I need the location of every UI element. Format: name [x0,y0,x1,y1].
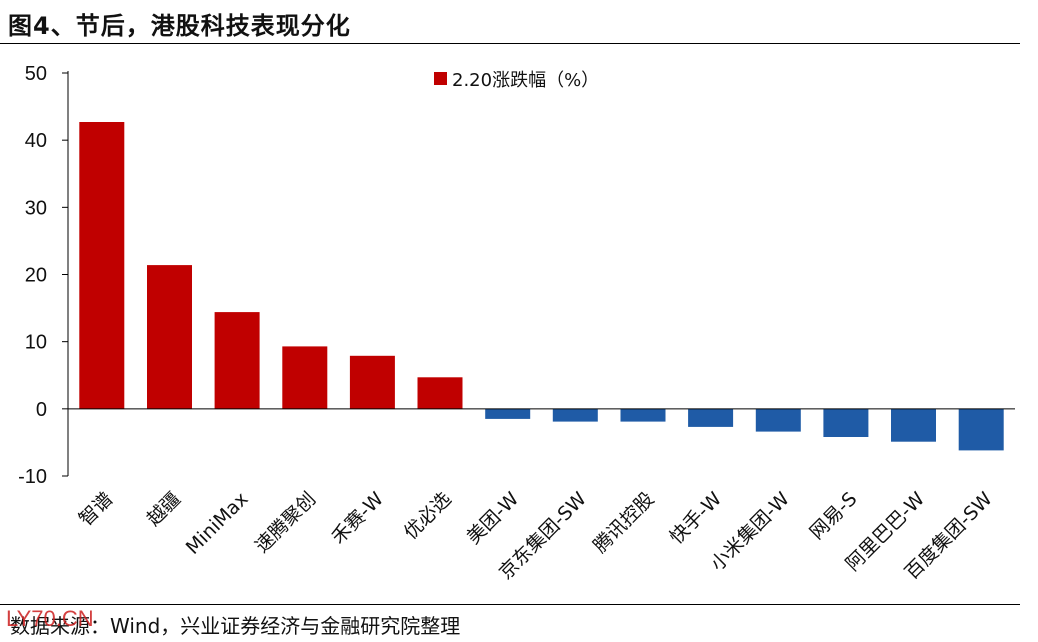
y-tick-label: 30 [25,197,47,219]
category-label: 速腾聚创 [251,488,320,557]
bar-7 [485,408,531,419]
category-label: 腾讯控股 [589,488,658,557]
top-divider [0,43,1020,44]
category-label: 快手-W [666,488,727,549]
y-tick-label: -10 [18,466,47,488]
legend-swatch [434,72,447,85]
category-label: 网易-S [806,488,862,544]
bar-1 [79,122,125,409]
legend: 2.20涨跌幅（%） [434,70,599,91]
y-tick-label: 50 [25,63,47,85]
source-note: 数据来源：Wind，兴业证券经济与金融研究院整理 [10,614,461,638]
y-axis: 50 40 30 20 10 0 -10 [18,63,68,488]
category-label: 禾赛-W [327,488,388,549]
y-tick-label: 0 [36,399,47,421]
category-label: 美团-W [463,488,524,549]
y-tick-label: 40 [25,130,47,152]
bar-6 [417,377,463,409]
bar-10 [688,408,734,427]
category-label: 优必选 [400,488,456,544]
category-label: 智谱 [75,488,117,530]
bar-8 [552,408,598,422]
y-tick-label: 20 [25,265,47,287]
bars [79,122,1004,451]
bottom-divider [0,604,1020,605]
bar-11 [755,408,801,432]
legend-label: 2.20涨跌幅（%） [452,70,599,91]
category-label: MiniMax [182,488,253,559]
y-tick-label: 10 [25,332,47,354]
category-label: 越疆 [143,488,185,530]
watermark: LY70.CN [6,606,94,631]
bar-4 [282,346,328,409]
bar-3 [214,312,260,409]
bar-9 [620,408,666,422]
bar-14 [958,408,1004,451]
bar-12 [823,408,869,437]
figure-title: 图4、节后，港股科技表现分化 [8,12,351,40]
axes [67,71,1015,476]
bar-5 [349,355,395,409]
bar-13 [891,408,936,442]
bar-2 [147,265,192,409]
